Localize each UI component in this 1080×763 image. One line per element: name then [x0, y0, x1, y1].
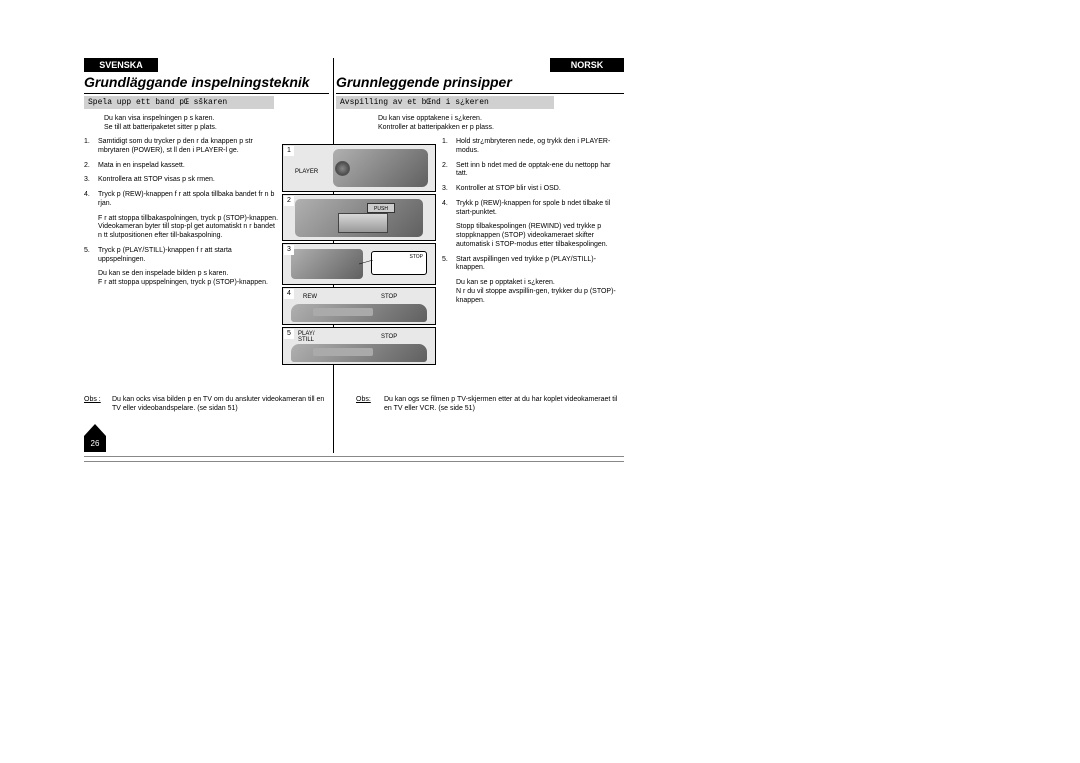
intro-text-right: Du kan vise opptakene i s¿keren. Kontrol…	[378, 114, 608, 132]
step-item: 2. Sett inn b ndet med de opptak-ene du …	[442, 162, 624, 180]
note-left: Obs : Du kan ocks visa bilden p en TV om…	[84, 396, 329, 414]
step-item: 5. Start avspillingen ved trykke p (PLAY…	[442, 256, 624, 274]
step-item: 4. Trykk p (REW)-knappen for spole b nde…	[442, 200, 624, 218]
step-number: 4.	[442, 200, 456, 218]
diagram-3: 3 STOP	[282, 243, 436, 285]
step-text: Start avspillingen ved trykke p (PLAY/ST…	[456, 256, 624, 274]
step-text: Trykk p (REW)-knappen for spole b ndet t…	[456, 200, 624, 218]
diagram-number: 4	[284, 289, 294, 299]
note-right: Obs: Du kan ogs se filmen p TV-skjermen …	[356, 396, 624, 414]
step-number: 1.	[442, 138, 456, 156]
step-item: 2. Mata in en inspelad kassett.	[84, 162, 279, 171]
intro-text-left: Du kan visa inspelningen p s karen. Se t…	[104, 114, 314, 132]
step-number: 3.	[84, 176, 98, 185]
diagram-number: 2	[284, 196, 294, 206]
diagram-number: 3	[284, 245, 294, 255]
step-item: 3. Kontrollera att STOP visas p sk rmen.	[84, 176, 279, 185]
step-subtext: F r att stoppa tillbakaspolningen, tryck…	[98, 215, 279, 241]
diagram-5: 5 PLAY/ STILL STOP	[282, 327, 436, 365]
step-text: Tryck p (PLAY/STILL)-knappen f r att sta…	[98, 247, 279, 265]
step-subtext: Stopp tilbakespolingen (REWIND) ved tryk…	[456, 223, 624, 249]
step-main: Tryck p (PLAY/STILL)-knappen f r att sta…	[98, 247, 232, 263]
step-item: 4. Tryck p (REW)-knappen f r att spola t…	[84, 191, 279, 209]
cassette-icon	[338, 213, 388, 233]
manual-page: SVENSKA NORSK Grundläggande inspelningst…	[84, 58, 624, 458]
steps-column-right: 1. Hold str¿mbryteren nede, og trykk den…	[442, 138, 624, 305]
step-item: 5. Tryck p (PLAY/STILL)-knappen f r att …	[84, 247, 279, 265]
step-text: Mata in en inspelad kassett.	[98, 162, 279, 171]
section-title-right: Grunnleggende prinsipper	[336, 74, 512, 90]
diagram-1: 1 PLAYER	[282, 144, 436, 192]
step-number: 2.	[442, 162, 456, 180]
steps-column-left: 1. Samtidigt som du trycker p den r da k…	[84, 138, 279, 288]
step-sub-content: F r att stoppa tillbakaspolningen, tryck…	[98, 215, 278, 240]
callout-line-icon	[359, 260, 373, 268]
diagram-column: 1 PLAYER 2 PUSH 3 STOP 4 REW STOP	[282, 144, 436, 367]
button-panel-icon	[313, 308, 373, 316]
step-item: 1. Hold str¿mbryteren nede, og trykk den…	[442, 138, 624, 156]
step-text: Tryck p (REW)-knappen f r att spola till…	[98, 191, 279, 209]
diagram-4: 4 REW STOP	[282, 287, 436, 325]
subtitle-right: Avspilling av et bŒnd i s¿keren	[336, 96, 554, 109]
subtitle-left: Spela upp ett band pŒ sškaren	[84, 96, 274, 109]
step-number: 5.	[442, 256, 456, 274]
note-text: Du kan ocks visa bilden p en TV om du an…	[112, 396, 329, 414]
section-title-left: Grundläggande inspelningsteknik	[84, 74, 310, 90]
language-tab-left: SVENSKA	[84, 58, 158, 72]
step-number: 2.	[84, 162, 98, 171]
diagram-label-player: PLAYER	[295, 169, 318, 175]
stop-label: STOP	[381, 334, 397, 340]
step-item: 1. Samtidigt som du trycker p den r da k…	[84, 138, 279, 156]
step-text: Sett inn b ndet med de opptak-ene du net…	[456, 162, 624, 180]
note-label: Obs:	[356, 396, 384, 414]
step-number: 5.	[84, 247, 98, 265]
step-number: 4.	[84, 191, 98, 209]
page-number-badge: 26	[84, 436, 106, 452]
diagram-number: 1	[284, 146, 294, 156]
footer-rule	[84, 456, 624, 462]
divider	[84, 93, 329, 94]
step-item: 3. Kontroller at STOP blir vist i OSD.	[442, 185, 624, 194]
step-subtext: Du kan se den inspelade bilden p s karen…	[98, 270, 279, 288]
language-tab-right: NORSK	[550, 58, 624, 72]
stop-label: STOP	[381, 294, 397, 300]
osd-stop-label: STOP	[409, 254, 423, 260]
step-text: Kontroller at STOP blir vist i OSD.	[456, 185, 624, 194]
push-label: PUSH	[367, 203, 395, 213]
diagram-2: 2 PUSH	[282, 194, 436, 241]
step-main: Start avspillingen ved trykke p (PLAY/ST…	[456, 256, 596, 272]
power-dial-icon	[335, 161, 350, 176]
osd-screen-icon: STOP	[371, 251, 427, 275]
play-still-label: PLAY/ STILL	[298, 331, 315, 343]
step-text: Kontrollera att STOP visas p sk rmen.	[98, 176, 279, 185]
note-text: Du kan ogs se filmen p TV-skjermen etter…	[384, 396, 624, 414]
camera-icon	[291, 249, 363, 279]
step-text: Hold str¿mbryteren nede, og trykk den i …	[456, 138, 624, 156]
button-panel-icon	[313, 348, 373, 356]
note-label: Obs :	[84, 396, 112, 414]
step-text: Samtidigt som du trycker p den r da knap…	[98, 138, 279, 156]
rew-label: REW	[303, 294, 317, 300]
diagram-number: 5	[284, 329, 294, 339]
divider	[336, 93, 624, 94]
step-subtext: Du kan se p opptaket i s¿keren. N r du v…	[456, 279, 624, 305]
step-number: 3.	[442, 185, 456, 194]
step-number: 1.	[84, 138, 98, 156]
